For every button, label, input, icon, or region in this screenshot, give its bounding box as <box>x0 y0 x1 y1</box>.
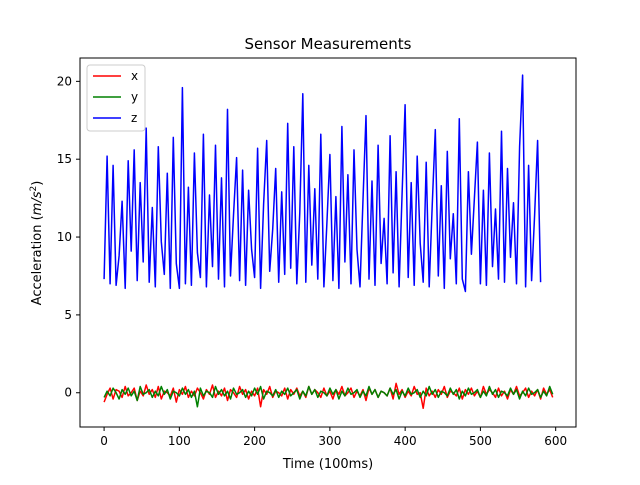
y-tick-label: 0 <box>64 386 72 400</box>
y-tick-label: 15 <box>57 152 72 166</box>
x-tick-label: 300 <box>318 434 341 448</box>
axes-frame <box>79 57 577 428</box>
y-axis-title-exponent: 2 <box>29 186 39 192</box>
y-axis-title-unit: m/s <box>30 191 45 215</box>
y-axis-ticks: 0 5 10 15 20 <box>57 74 80 400</box>
legend-entries: xyz <box>93 69 138 125</box>
x-tick-label: 0 <box>100 434 108 448</box>
legend-box <box>86 64 146 132</box>
x-axis-title: Time (100ms) <box>282 457 373 472</box>
legend-label-y: y <box>131 90 138 104</box>
y-tick-label: 5 <box>64 308 72 322</box>
series-line-y <box>103 385 554 408</box>
series-line-z <box>103 74 542 293</box>
series-layer <box>103 74 554 410</box>
chart-title: Sensor Measurements <box>245 35 412 53</box>
y-tick-label: 20 <box>57 74 72 88</box>
y-axis-title-suffix: ) <box>30 181 45 186</box>
legend-label-x: x <box>131 69 138 83</box>
y-axis-title: Acceleration (m/s2) <box>29 181 45 306</box>
x-tick-label: 500 <box>469 434 492 448</box>
legend: xyz <box>86 64 146 132</box>
x-tick-label: 400 <box>394 434 417 448</box>
x-tick-label: 200 <box>243 434 266 448</box>
y-tick-label: 10 <box>57 230 72 244</box>
x-tick-label: 600 <box>544 434 567 448</box>
x-axis-ticks: 0 100 200 300 400 500 600 <box>100 427 567 448</box>
plot-area <box>80 58 576 427</box>
x-tick-label: 100 <box>168 434 191 448</box>
legend-label-z: z <box>131 111 137 125</box>
y-axis-title-prefix: Acceleration ( <box>30 215 45 305</box>
